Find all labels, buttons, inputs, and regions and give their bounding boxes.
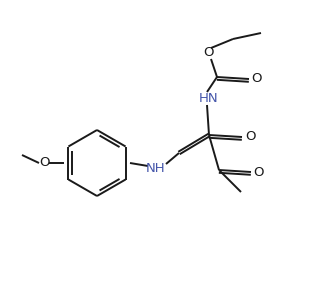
Text: O: O [252,73,262,86]
Text: O: O [204,46,214,60]
Text: O: O [254,166,264,179]
Text: O: O [245,130,255,143]
Text: HN: HN [199,92,219,105]
Text: NH: NH [146,162,166,175]
Text: O: O [39,156,49,170]
